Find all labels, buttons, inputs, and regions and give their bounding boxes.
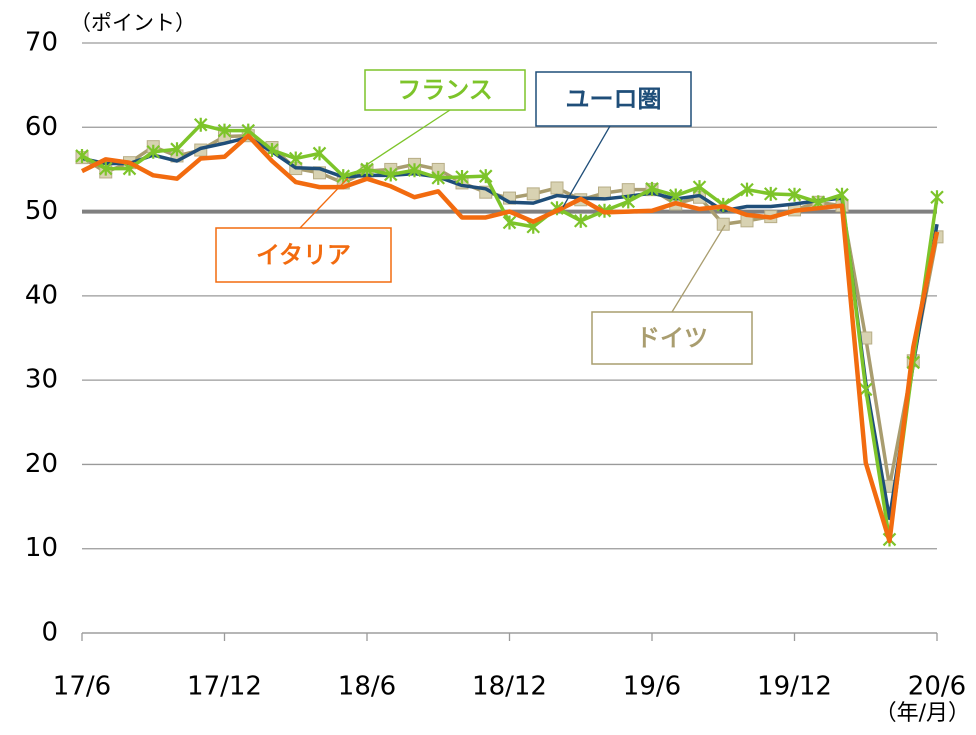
series-line	[81, 135, 939, 521]
marker	[835, 187, 849, 202]
marker	[550, 181, 564, 195]
series-line	[81, 133, 939, 489]
marker	[740, 182, 754, 197]
y-tick-label: 40	[25, 280, 58, 310]
x-tick-label: 17/6	[53, 672, 111, 702]
marker	[217, 123, 232, 138]
marker	[621, 183, 635, 197]
marker	[383, 167, 398, 182]
series-line	[81, 123, 939, 542]
marker	[478, 169, 493, 184]
marker	[621, 194, 636, 209]
marker	[930, 190, 944, 205]
x-tick-label: 18/12	[472, 672, 547, 702]
y-tick-label: 20	[25, 449, 58, 479]
x-tick-label: 19/12	[757, 672, 832, 702]
marker	[170, 142, 184, 157]
y-tick-label: 0	[41, 618, 58, 648]
marker	[75, 148, 89, 163]
y-tick-label: 50	[25, 196, 58, 226]
y-tick-label: 30	[25, 365, 58, 395]
leader-line	[299, 177, 349, 229]
callout-box	[591, 311, 753, 365]
marker	[645, 181, 659, 196]
marker	[502, 215, 517, 230]
marker	[146, 144, 161, 159]
x-tick-label: 17/12	[187, 672, 262, 702]
leader-line	[347, 109, 451, 178]
callout-box	[535, 71, 692, 127]
legend-label: フランス	[397, 76, 493, 104]
callout-box	[364, 69, 526, 111]
x-axis-label: （年/月）	[875, 701, 970, 726]
series-line	[80, 133, 940, 544]
y-tick-label: 60	[25, 112, 58, 142]
callout-box	[215, 227, 392, 283]
marker	[787, 187, 802, 202]
leader-line	[671, 224, 726, 313]
marker	[716, 217, 730, 231]
marker	[573, 213, 588, 228]
leader-line	[562, 125, 611, 208]
y-tick-label: 70	[25, 28, 58, 58]
marker	[431, 170, 446, 185]
marker	[288, 151, 303, 166]
marker	[336, 169, 351, 184]
legend-label: ドイツ	[636, 324, 708, 352]
x-tick-label: 19/6	[623, 672, 681, 702]
marker	[526, 187, 540, 201]
y-tick-label: 10	[25, 533, 58, 563]
marker	[193, 117, 208, 132]
marker	[312, 146, 327, 161]
marker	[763, 186, 778, 201]
marker	[407, 163, 422, 178]
legend-label: ユーロ圏	[566, 85, 662, 113]
legend-label: イタリア	[256, 241, 351, 269]
marker	[98, 161, 113, 176]
marker	[455, 170, 469, 185]
x-tick-label: 20/6	[908, 672, 966, 702]
y-axis-label: （ポイント）	[70, 11, 196, 35]
marker	[858, 382, 873, 397]
x-tick-label: 18/6	[338, 672, 396, 702]
marker	[668, 188, 683, 203]
marker	[692, 180, 707, 195]
